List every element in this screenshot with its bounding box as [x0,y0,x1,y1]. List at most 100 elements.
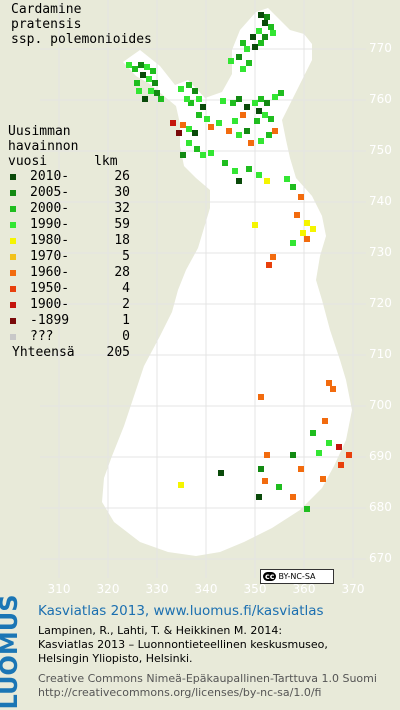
record-square [276,484,282,490]
record-square [236,132,242,138]
legend-rows: 2010- 26 2005- 30 2000- 32 1990- 59 1980- 18 1970-… [8,169,130,345]
record-square [326,440,332,446]
legend-total-row: Yhteensä 205 [8,345,130,361]
record-square [346,452,352,458]
legend-count: 32 [114,201,130,216]
record-square [258,12,264,18]
record-square [176,130,182,136]
record-square [298,194,304,200]
legend-swatch [10,318,16,324]
record-square [216,120,222,126]
record-square [200,104,206,110]
legend-count: 5 [122,249,130,264]
legend-row: ??? 0 [8,329,130,345]
record-square [246,166,252,172]
atlas-title-link[interactable]: Kasviatlas 2013, www.luomus.fi/kasviatla… [38,603,324,619]
longitude-tick-label: 330 [145,582,169,596]
legend-row: 2005- 30 [8,185,130,201]
record-square [236,178,242,184]
record-square [146,76,152,82]
legend-row: 1950- 4 [8,281,130,297]
record-square [140,72,146,78]
finland-outline [102,8,352,556]
legend-swatch [10,254,16,260]
longitude-tick-label: 370 [341,582,365,596]
record-square [228,58,234,64]
record-square [220,98,226,104]
record-square [204,116,210,122]
legend-swatch [10,206,16,212]
record-square [240,112,246,118]
record-square [200,152,206,158]
record-square [262,112,268,118]
record-square [256,494,262,500]
legend-count: 1 [122,313,130,328]
license-url-link[interactable]: http://creativecommons.org/licenses/by-n… [38,686,322,699]
legend-count: 2 [122,297,130,312]
record-square [180,152,186,158]
species-title-line-3: ssp. polemonioides [11,32,152,47]
legend-total-count: 205 [106,345,130,360]
legend-period: 2010- [30,169,70,184]
record-square [256,108,262,114]
reference-line-3: Helsingin Yliopisto, Helsinki. [38,652,193,665]
latitude-tick-label: 760 [369,92,392,106]
record-square [148,88,154,94]
cc-badge-text: BY-NC-SA [278,572,316,581]
legend-count: 30 [114,185,130,200]
legend-period: -1899 [30,313,70,328]
record-square [326,380,332,386]
record-square [264,100,270,106]
record-square [158,96,164,102]
latitude-tick-label: 750 [369,143,392,157]
legend: Uusimman havainnon vuosi lkm 2010- 26 2005… [8,124,130,361]
legend-row: 1990- 59 [8,217,130,233]
record-squares [126,12,352,512]
legend-swatch [10,190,16,196]
record-square [244,46,250,52]
record-square [196,112,202,118]
record-square [246,60,252,66]
record-square [272,94,278,100]
latitude-tick-label: 690 [369,449,392,463]
record-square [180,122,186,128]
record-square [298,466,304,472]
record-square [226,128,232,134]
cc-license-badge: cc BY-NC-SA [260,569,334,584]
record-square [278,90,284,96]
legend-period: ??? [30,329,54,344]
legend-period: 1990- [30,217,70,232]
record-square [252,100,258,106]
record-square [244,104,250,110]
legend-swatch [10,174,16,180]
record-square [338,462,344,468]
record-square [290,240,296,246]
legend-count: 26 [114,169,130,184]
record-square [270,254,276,260]
legend-total-label: Yhteensä [12,345,75,360]
legend-row: 2000- 32 [8,201,130,217]
record-square [170,120,176,126]
legend-count: 18 [114,233,130,248]
legend-count: 4 [122,281,130,296]
record-square [232,118,238,124]
record-square [290,184,296,190]
record-square [134,80,140,86]
record-square [264,452,270,458]
latitude-tick-label: 700 [369,398,392,412]
record-square [262,34,268,40]
legend-period: 1900- [30,297,70,312]
record-square [268,116,274,122]
record-square [330,386,336,392]
record-square [196,96,202,102]
record-square [184,96,190,102]
latitude-tick-label: 680 [369,500,392,514]
latitude-tick-label: 710 [369,347,392,361]
record-square [270,30,276,36]
record-square [236,96,242,102]
record-square [336,444,342,450]
distribution-map: Cardamine pratensis ssp. polemonioides U… [8,0,392,596]
record-square [304,220,310,226]
record-square [258,138,264,144]
record-square [208,150,214,156]
